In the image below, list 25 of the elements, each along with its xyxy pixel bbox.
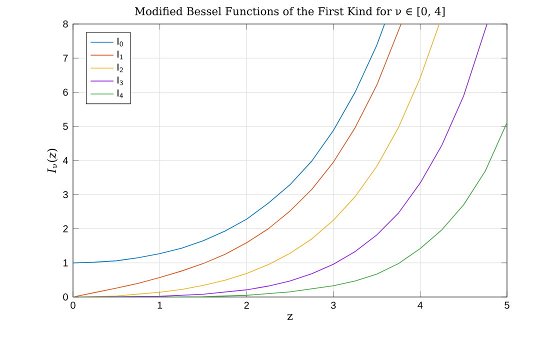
legend-label: I$_{4}$ xyxy=(117,90,123,98)
x-tick-label: 4 xyxy=(418,302,423,309)
x-axis-title: z xyxy=(287,314,293,320)
y-tick-label: 2 xyxy=(63,225,68,232)
line-series xyxy=(73,24,386,264)
y-tick-label: 7 xyxy=(63,54,68,62)
y-tick-label: 5 xyxy=(63,122,68,130)
x-tick-label: 0 xyxy=(70,302,76,309)
legend-label: I$_{2}$ xyxy=(117,64,123,72)
y-tick-label: 8 xyxy=(63,20,68,28)
y-axis-title: I$_{ν}$(z) xyxy=(47,148,58,174)
y-tick-label: 6 xyxy=(63,88,68,96)
x-tick-label: 1 xyxy=(158,302,162,309)
y-tick-label: 4 xyxy=(62,157,68,164)
y-tick-label: 3 xyxy=(63,191,68,198)
y-tick-label: 1 xyxy=(63,259,68,266)
x-tick-label: 5 xyxy=(504,302,510,309)
y-tick-label: 0 xyxy=(63,293,68,301)
legend-label: I$_{3}$ xyxy=(117,76,123,86)
legend-label: I$_{0}$ xyxy=(117,38,123,46)
x-tick-label: 2 xyxy=(244,302,249,309)
x-tick-label: 3 xyxy=(330,302,336,309)
line-series xyxy=(73,122,507,297)
chart-title: Modified Bessel Functions of the First Kind for ν ∈ [0, 4] xyxy=(134,6,445,17)
legend-label: I$_{1}$ xyxy=(117,50,123,60)
